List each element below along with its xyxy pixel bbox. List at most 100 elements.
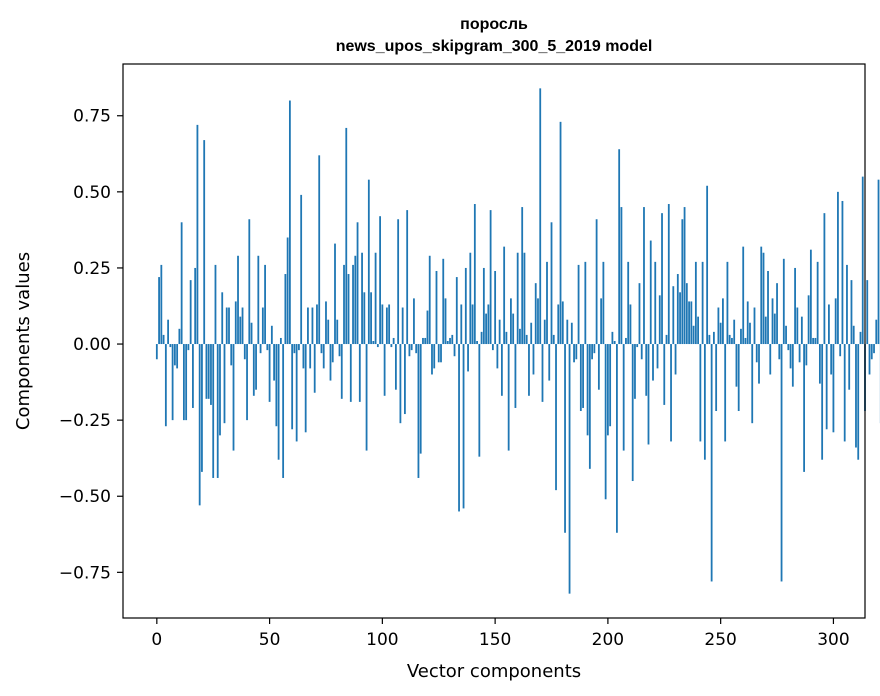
bar — [410, 344, 413, 351]
bar — [365, 344, 368, 451]
bar — [595, 219, 598, 345]
bar — [652, 344, 654, 381]
bar — [609, 344, 612, 427]
bar — [620, 207, 623, 345]
bar — [162, 334, 165, 345]
bar — [638, 283, 641, 345]
bar — [304, 344, 307, 433]
bar — [444, 298, 447, 345]
bar — [830, 344, 833, 375]
bar — [180, 222, 183, 345]
bar — [755, 344, 758, 363]
bar — [843, 344, 846, 442]
bar — [640, 344, 643, 360]
bar — [494, 270, 497, 345]
bar — [800, 316, 803, 345]
bar — [327, 319, 330, 345]
bar — [288, 100, 291, 345]
bar — [431, 344, 433, 375]
bar — [349, 344, 352, 402]
bar — [661, 213, 663, 345]
y-tick-label: 0.50 — [73, 183, 111, 203]
bar — [476, 341, 478, 345]
bar — [597, 344, 600, 390]
bar — [676, 274, 679, 345]
bar — [575, 344, 578, 360]
bar — [485, 313, 487, 345]
bar — [322, 344, 325, 369]
bar — [273, 344, 275, 381]
bar — [643, 207, 645, 345]
bar — [785, 325, 787, 345]
bar — [313, 344, 316, 393]
bar — [654, 261, 657, 345]
bar — [809, 249, 812, 345]
bar — [710, 344, 713, 582]
y-tick-label: 0.75 — [73, 107, 111, 127]
bar — [602, 261, 605, 345]
bar — [724, 344, 727, 442]
bar — [510, 298, 512, 345]
bar — [372, 341, 375, 345]
bar — [352, 264, 354, 345]
bar — [282, 344, 285, 478]
bar — [370, 292, 372, 345]
bar — [778, 344, 781, 360]
bar — [189, 280, 192, 345]
y-axis-label: Components values — [13, 252, 34, 430]
bar — [514, 344, 517, 408]
bar — [870, 344, 873, 360]
bar — [237, 255, 239, 345]
bar — [275, 344, 278, 427]
bar — [505, 331, 508, 345]
bar — [261, 307, 264, 345]
bar — [588, 344, 591, 469]
bar — [252, 344, 255, 396]
bar — [187, 344, 190, 351]
bar — [812, 337, 815, 345]
bar — [279, 337, 282, 345]
bar — [376, 344, 379, 348]
bar — [388, 304, 391, 345]
bar — [746, 301, 749, 345]
bar — [406, 210, 409, 345]
bar — [606, 344, 609, 436]
bar — [367, 179, 370, 345]
bar — [419, 344, 422, 454]
y-tick-label: −0.25 — [59, 411, 111, 431]
bar — [300, 194, 303, 345]
bar — [440, 344, 442, 363]
bar — [473, 204, 476, 345]
bar — [690, 301, 693, 345]
bar — [270, 325, 273, 345]
bars — [155, 88, 880, 594]
bar — [205, 344, 208, 399]
x-tick-label: 100 — [366, 630, 398, 650]
bar — [298, 344, 300, 351]
bar — [401, 307, 404, 345]
bar — [550, 222, 553, 345]
bar — [579, 344, 582, 412]
bar — [771, 298, 774, 345]
bar — [728, 334, 731, 345]
bar — [309, 344, 312, 369]
bar — [573, 344, 575, 363]
bar — [658, 295, 661, 345]
bar — [354, 255, 357, 345]
bar — [358, 344, 361, 402]
bar — [212, 344, 215, 478]
bar — [173, 344, 176, 366]
x-tick-label: 0 — [151, 630, 162, 650]
bar — [859, 331, 862, 345]
bar — [807, 295, 810, 345]
bar — [424, 337, 427, 345]
bar — [385, 307, 388, 345]
bar — [685, 283, 688, 345]
bar — [268, 344, 271, 402]
bar — [219, 344, 221, 436]
bar — [234, 301, 237, 345]
bar — [246, 344, 248, 421]
bar — [158, 277, 160, 345]
bar — [697, 316, 699, 345]
